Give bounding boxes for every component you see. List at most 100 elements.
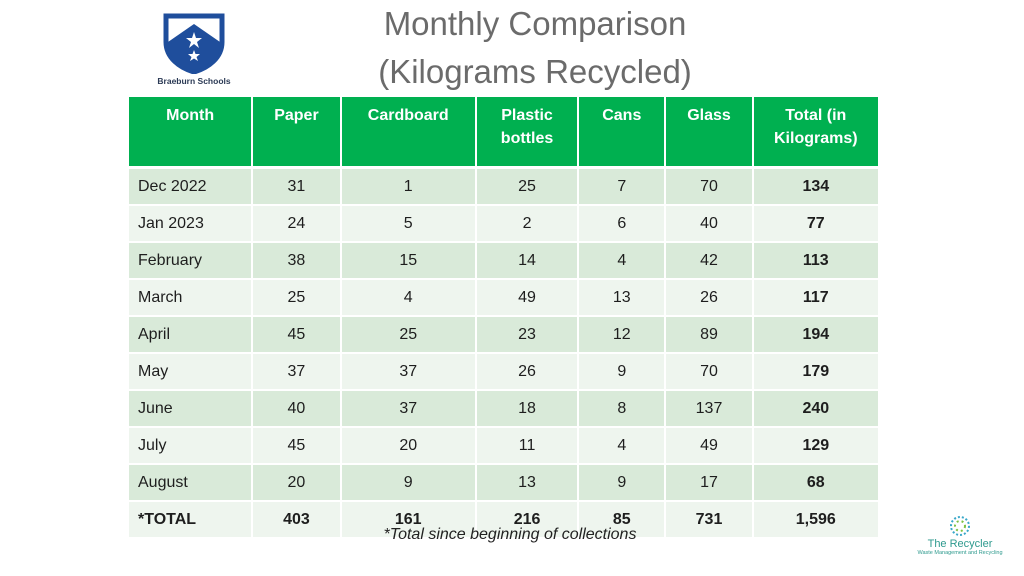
cell-plastic: 11: [476, 428, 578, 465]
footnote: *Total since beginning of collections: [383, 526, 637, 543]
cell-cardboard: 15: [341, 243, 475, 280]
table-row: July 45 20 11 4 49 129: [129, 428, 878, 465]
cell-cardboard: 161: [341, 502, 475, 539]
cell-plastic: 216: [476, 502, 578, 539]
cell-plastic: 25: [476, 169, 578, 206]
cell-total: 194: [753, 317, 878, 354]
cell-cans: 7: [579, 169, 665, 206]
cell-paper: 25: [253, 280, 340, 317]
cell-month: March: [129, 280, 252, 317]
cell-total: 134: [753, 169, 878, 206]
cell-cans: 9: [579, 354, 665, 391]
cell-cardboard: 37: [341, 391, 475, 428]
cell-paper: 24: [253, 206, 340, 243]
recycle-icon: [950, 516, 970, 536]
cell-month: February: [129, 243, 252, 280]
recycling-table: Month Paper Cardboard Plastic bottles Ca…: [127, 97, 880, 539]
table-row: April 45 25 23 12 89 194: [129, 317, 878, 354]
table-row: Jan 2023 24 5 2 6 40 77: [129, 206, 878, 243]
cell-plastic: 13: [476, 465, 578, 502]
header-cans: Cans: [579, 97, 665, 169]
cell-month: Dec 2022: [129, 169, 252, 206]
header-cardboard: Cardboard: [341, 97, 475, 169]
school-logo: Braeburn Schools: [150, 12, 238, 92]
cell-glass: 26: [666, 280, 752, 317]
school-name: Braeburn Schools: [157, 76, 231, 86]
header-row: Month Paper Cardboard Plastic bottles Ca…: [129, 97, 878, 169]
header-plastic-bottles: Plastic bottles: [476, 97, 578, 169]
recycler-logo: The Recycler Waste Management and Recycl…: [912, 514, 1008, 557]
cell-paper: 37: [253, 354, 340, 391]
cell-month: June: [129, 391, 252, 428]
cell-month: Jan 2023: [129, 206, 252, 243]
table-row: June 40 37 18 8 137 240: [129, 391, 878, 428]
page-title: Monthly Comparison (Kilograms Recycled): [300, 0, 770, 96]
cell-paper: 45: [253, 317, 340, 354]
cell-total: 77: [753, 206, 878, 243]
cell-month: July: [129, 428, 252, 465]
cell-total: 68: [753, 465, 878, 502]
header-glass: Glass: [666, 97, 752, 169]
cell-paper: 45: [253, 428, 340, 465]
cell-cans: 9: [579, 465, 665, 502]
cell-total: 1,596: [753, 502, 878, 539]
cell-total: 129: [753, 428, 878, 465]
cell-cardboard: 37: [341, 354, 475, 391]
cell-total: 240: [753, 391, 878, 428]
cell-glass: 40: [666, 206, 752, 243]
cell-cardboard: 20: [341, 428, 475, 465]
total-row: *TOTAL 403 161 216 85 731 1,596: [129, 502, 878, 539]
cell-plastic: 49: [476, 280, 578, 317]
cell-plastic: 26: [476, 354, 578, 391]
cell-cans: 4: [579, 243, 665, 280]
table-row: March 25 4 49 13 26 117: [129, 280, 878, 317]
cell-cans: 13: [579, 280, 665, 317]
cell-paper: 31: [253, 169, 340, 206]
cell-cardboard: 25: [341, 317, 475, 354]
header-month: Month: [129, 97, 252, 169]
title-line-2: (Kilograms Recycled): [378, 53, 692, 90]
cell-cardboard: 9: [341, 465, 475, 502]
cell-total: 179: [753, 354, 878, 391]
cell-paper: 38: [253, 243, 340, 280]
recycler-name: The Recycler: [927, 538, 993, 550]
header-paper: Paper: [253, 97, 340, 169]
cell-glass: 137: [666, 391, 752, 428]
title-line-1: Monthly Comparison: [383, 5, 687, 42]
cell-plastic: 14: [476, 243, 578, 280]
header-plastic-label: Plastic bottles: [500, 107, 554, 147]
table-row: May 37 37 26 9 70 179: [129, 354, 878, 391]
shield-icon: [163, 13, 225, 74]
cell-cans: 8: [579, 391, 665, 428]
cell-paper: 403: [253, 502, 340, 539]
cell-total: 113: [753, 243, 878, 280]
cell-month: August: [129, 465, 252, 502]
cell-glass: 49: [666, 428, 752, 465]
cell-total: 117: [753, 280, 878, 317]
table-row: Dec 2022 31 1 25 7 70 134: [129, 169, 878, 206]
table-row: February 38 15 14 4 42 113: [129, 243, 878, 280]
cell-month: *TOTAL: [129, 502, 252, 539]
cell-cans: 85: [579, 502, 665, 539]
cell-plastic: 2: [476, 206, 578, 243]
table-row: August 20 9 13 9 17 68: [129, 465, 878, 502]
cell-glass: 89: [666, 317, 752, 354]
cell-cardboard: 5: [341, 206, 475, 243]
cell-glass: 42: [666, 243, 752, 280]
cell-paper: 40: [253, 391, 340, 428]
cell-plastic: 18: [476, 391, 578, 428]
cell-cans: 6: [579, 206, 665, 243]
cell-plastic: 23: [476, 317, 578, 354]
cell-cardboard: 4: [341, 280, 475, 317]
header-total-label: Total (in Kilograms): [774, 107, 858, 147]
cell-cans: 4: [579, 428, 665, 465]
cell-month: May: [129, 354, 252, 391]
cell-glass: 17: [666, 465, 752, 502]
cell-glass: 731: [666, 502, 752, 539]
recycler-tagline: Waste Management and Recycling: [917, 550, 1003, 556]
cell-paper: 20: [253, 465, 340, 502]
cell-glass: 70: [666, 169, 752, 206]
cell-cardboard: 1: [341, 169, 475, 206]
cell-month: April: [129, 317, 252, 354]
cell-cans: 12: [579, 317, 665, 354]
